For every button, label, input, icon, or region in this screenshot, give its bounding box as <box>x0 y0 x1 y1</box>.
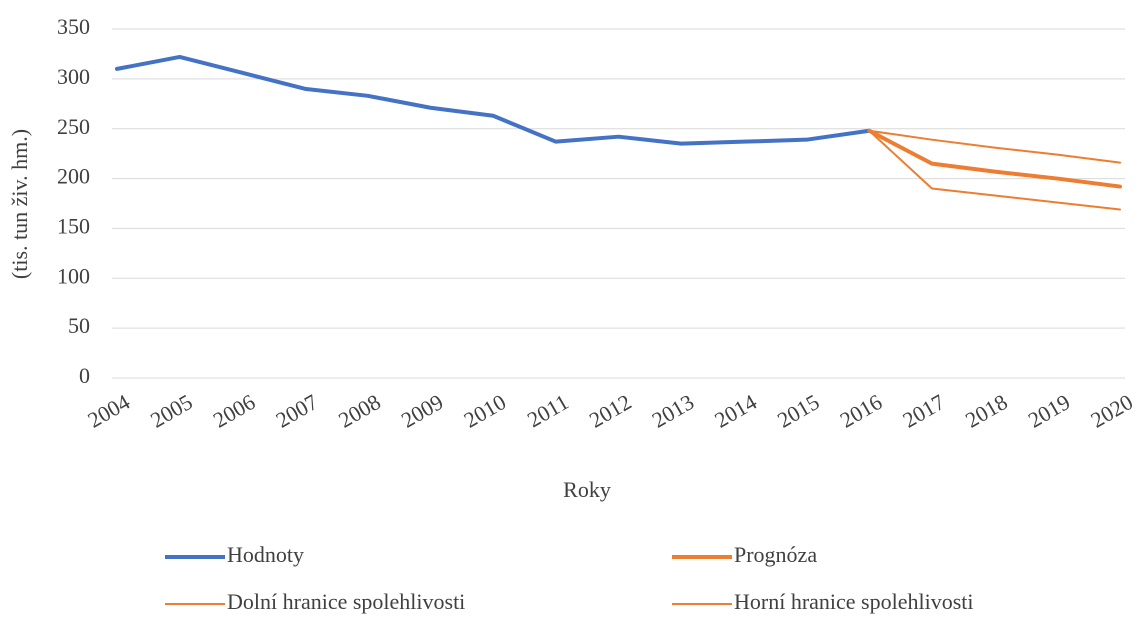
x-tick-label: 2017 <box>898 389 949 433</box>
x-tick-label: 2007 <box>271 389 322 433</box>
x-tick-label: 2004 <box>83 389 134 433</box>
x-tick-label: 2009 <box>397 389 448 433</box>
y-tick-label: 150 <box>57 213 90 238</box>
x-tick-label: 2005 <box>146 389 197 433</box>
legend-label: Horní hranice spolehlivosti <box>734 589 974 614</box>
x-tick-label: 2019 <box>1024 389 1075 433</box>
y-tick-label: 200 <box>57 164 90 189</box>
y-tick-label: 0 <box>79 363 90 388</box>
series-line <box>868 129 1121 211</box>
series-line <box>867 128 1122 189</box>
x-tick-label: 2020 <box>1086 389 1137 433</box>
x-tick-label: 2006 <box>209 389 260 433</box>
x-tick-label: 2018 <box>961 389 1012 433</box>
y-axis-label: (tis. tun živ. hm.) <box>7 129 32 279</box>
series-line <box>115 54 872 146</box>
x-axis-label: Roky <box>563 477 611 502</box>
series-line <box>868 129 1121 164</box>
x-tick-label: 2013 <box>648 389 699 433</box>
x-tick-label: 2016 <box>836 389 887 433</box>
y-tick-label: 50 <box>68 313 90 338</box>
y-tick-label: 100 <box>57 263 90 288</box>
x-tick-label: 2008 <box>334 389 385 433</box>
x-tick-label: 2015 <box>773 389 824 433</box>
x-tick-label: 2012 <box>585 389 636 433</box>
legend-label: Prognóza <box>734 542 817 567</box>
x-tick-label: 2014 <box>710 389 761 433</box>
y-tick-label: 250 <box>57 114 90 139</box>
y-tick-label: 350 <box>57 14 90 39</box>
legend-label: Dolní hranice spolehlivosti <box>227 589 465 614</box>
x-tick-label: 2011 <box>523 389 573 432</box>
y-tick-label: 300 <box>57 64 90 89</box>
x-tick-label: 2010 <box>460 389 511 433</box>
legend-label: Hodnoty <box>227 542 304 567</box>
